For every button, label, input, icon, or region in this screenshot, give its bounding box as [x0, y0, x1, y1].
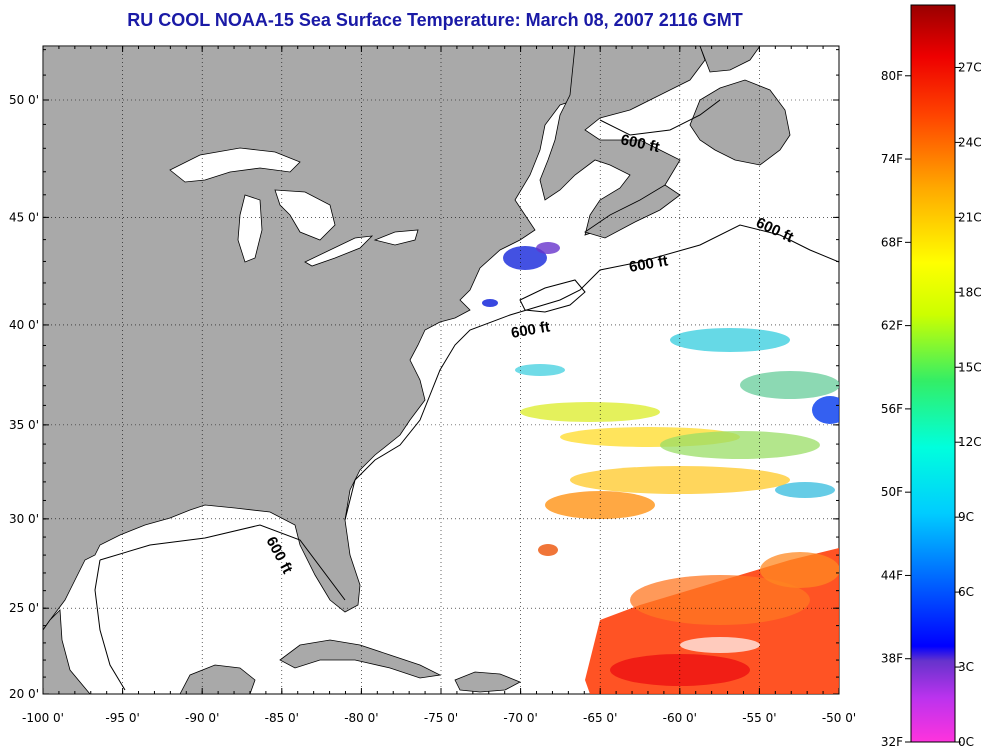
- lon-tick-label: -75 0': [424, 711, 458, 725]
- lon-tick-label: -70 0': [503, 711, 537, 725]
- sst-warm-band: [545, 491, 655, 519]
- cuba-land: [279, 639, 442, 679]
- colorbar-c-label: 9C: [958, 510, 974, 524]
- lake-erie: [304, 235, 374, 267]
- map-area: 600 ft 600 ft 600 ft 600 ft 600 ft: [42, 45, 840, 695]
- lon-tick-label: -90 0': [185, 711, 219, 725]
- colorbar-c-label: 0C: [958, 735, 974, 749]
- lon-tick-label: -85 0': [265, 711, 299, 725]
- mexico-land: [43, 609, 91, 694]
- lat-tick-label: 30 0': [9, 512, 39, 526]
- lon-tick-label: -60 0': [663, 711, 697, 725]
- lake-huron: [274, 189, 336, 241]
- labrador-land: [699, 46, 761, 73]
- colorbar-fahrenheit-labels: 32F 38F 44F 50F 56F 62F 68F 74F 80F: [881, 69, 911, 749]
- lat-axis: 20 0' 25 0' 30 0' 35 0' 40 0' 45 0' 50 0': [9, 49, 839, 701]
- sst-cloud-gap: [680, 637, 760, 653]
- sst-warm-band: [570, 466, 790, 494]
- lake-ontario: [373, 229, 419, 246]
- lat-tick-label: 20 0': [9, 687, 39, 701]
- sst-cold-patch: [536, 242, 560, 254]
- sst-cold-patch: [482, 299, 498, 307]
- isobath-line: [94, 99, 839, 691]
- lon-axis: -100 0' -95 0' -90 0' -85 0' -80 0' -75 0' -70…: [22, 46, 856, 725]
- sst-cool-band: [740, 371, 839, 399]
- colorbar: 32F 38F 44F 50F 56F 62F 68F 74F 80F 0C 3C 6C 9C 12C 1…: [881, 4, 982, 749]
- isobath-label: 600 ft: [628, 252, 670, 276]
- lon-tick-label: -65 0': [583, 711, 617, 725]
- colorbar-f-label: 38F: [881, 652, 903, 666]
- sst-hot-region: [630, 575, 810, 625]
- north-america-land: [43, 46, 601, 631]
- colorbar-f-label: 56F: [881, 402, 903, 416]
- sst-cool-band: [670, 328, 790, 352]
- colorbar-f-label: 68F: [881, 235, 903, 249]
- newfoundland-land: [689, 79, 791, 166]
- colorbar-c-label: 6C: [958, 585, 974, 599]
- lake-superior: [169, 147, 301, 183]
- sst-warm-band: [538, 544, 558, 556]
- graticule: [43, 46, 839, 694]
- sst-warm-band: [660, 431, 820, 459]
- colorbar-c-label: 21C: [958, 210, 982, 224]
- colorbar-f-label: 32F: [881, 735, 903, 749]
- colorbar-gradient: [910, 4, 956, 743]
- sst-cool-band: [775, 482, 835, 498]
- colorbar-f-label: 44F: [881, 568, 903, 582]
- lon-tick-label: -50 0': [822, 711, 856, 725]
- sst-cold-patch: [503, 246, 547, 270]
- colorbar-c-label: 24C: [958, 135, 982, 149]
- lon-tick-label: -95 0': [105, 711, 139, 725]
- colorbar-c-label: 12C: [958, 435, 982, 449]
- lake-michigan: [237, 194, 263, 263]
- lat-tick-label: 40 0': [9, 318, 39, 332]
- lat-tick-label: 50 0': [9, 93, 39, 107]
- sst-cool-band: [812, 396, 839, 424]
- map-title: RU COOL NOAA-15 Sea Surface Temperature:…: [127, 10, 743, 30]
- colorbar-c-label: 27C: [958, 60, 982, 74]
- lat-tick-label: 35 0': [9, 418, 39, 432]
- colorbar-f-label: 74F: [881, 152, 903, 166]
- colorbar-f-label: 50F: [881, 485, 903, 499]
- isobath-label: 600 ft: [510, 318, 552, 342]
- georges-bank-outline: [519, 279, 586, 313]
- sst-warm-band: [520, 402, 660, 422]
- sst-hot-region: [760, 552, 839, 588]
- hispaniola-land: [454, 671, 521, 693]
- sst-cool-band: [515, 364, 565, 376]
- lat-tick-label: 25 0': [9, 601, 39, 615]
- great-lakes: [169, 147, 419, 267]
- colorbar-celsius-labels: 0C 3C 6C 9C 12C 15C 18C 21C 24C 27C: [955, 60, 982, 749]
- colorbar-f-label: 62F: [881, 319, 903, 333]
- lat-tick-label: 45 0': [9, 210, 39, 224]
- yucatan-land: [179, 664, 256, 694]
- sst-imagery: [482, 242, 839, 694]
- colorbar-c-label: 3C: [958, 660, 974, 674]
- colorbar-c-label: 18C: [958, 285, 982, 299]
- lon-tick-label: -55 0': [742, 711, 776, 725]
- lon-tick-label: -100 0': [22, 711, 64, 725]
- lon-tick-label: -80 0': [344, 711, 378, 725]
- colorbar-f-label: 80F: [881, 69, 903, 83]
- colorbar-c-label: 15C: [958, 360, 982, 374]
